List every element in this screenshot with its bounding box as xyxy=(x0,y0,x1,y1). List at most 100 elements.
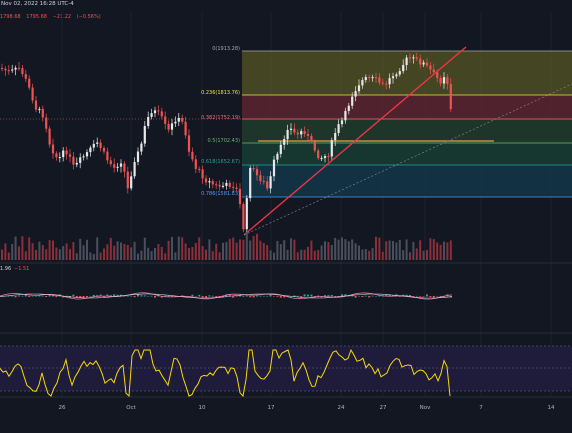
macd-bar xyxy=(354,296,357,298)
volume-bar xyxy=(392,240,394,260)
volume-bar xyxy=(130,247,133,260)
volume-bar xyxy=(18,246,20,260)
trend-line-dashed[interactable] xyxy=(243,83,572,236)
candle-body xyxy=(38,108,41,110)
candle-body xyxy=(181,117,184,122)
candle-body xyxy=(55,153,58,158)
candle-body xyxy=(58,157,61,159)
volume-bar xyxy=(259,240,262,260)
candle-body xyxy=(259,175,262,182)
macd-bar xyxy=(327,295,330,297)
candle-body xyxy=(123,163,126,172)
candle-body xyxy=(75,162,78,165)
candle-body xyxy=(164,116,167,124)
fib-retracement[interactable] xyxy=(242,50,572,198)
macd-bar xyxy=(239,295,241,297)
macd-bar xyxy=(215,296,218,298)
macd-bar xyxy=(276,296,279,297)
volume-bar xyxy=(14,236,17,260)
volume-bar xyxy=(426,249,428,260)
candle-body xyxy=(201,169,204,179)
candle-body xyxy=(279,144,282,154)
macd-bar xyxy=(228,294,231,297)
volume-bar xyxy=(69,249,71,260)
macd-bar xyxy=(344,294,347,297)
volume-bar xyxy=(28,237,31,260)
volume-bar xyxy=(330,244,333,260)
macd-bar xyxy=(154,296,156,298)
candle-body xyxy=(82,156,85,158)
macd-bar xyxy=(65,295,68,297)
macd-histogram xyxy=(0,292,453,300)
macd-bar xyxy=(55,296,58,298)
candle-body xyxy=(0,68,4,69)
macd-bar xyxy=(232,296,235,298)
candle-body xyxy=(334,132,337,141)
volume-bar xyxy=(208,239,211,260)
trend-line[interactable] xyxy=(243,46,467,236)
candle-body xyxy=(276,153,279,160)
candle-body xyxy=(272,159,276,177)
macd-bar xyxy=(106,294,109,297)
volume-bar xyxy=(79,238,82,260)
volume-bar xyxy=(65,243,68,260)
candle-body xyxy=(126,171,129,189)
candle-body xyxy=(429,65,432,70)
candle-body xyxy=(300,131,303,135)
macd-bar xyxy=(28,296,31,297)
macd-bar xyxy=(378,295,381,297)
volume-bar xyxy=(7,252,10,260)
volume-bar xyxy=(89,252,92,260)
macd-bar xyxy=(242,296,245,297)
macd-signal-line xyxy=(0,292,453,300)
volume-bar xyxy=(11,243,14,260)
volume-bar xyxy=(334,237,337,260)
volume-bar xyxy=(279,244,282,260)
macd-bar xyxy=(143,295,146,297)
macd-bar xyxy=(293,295,296,297)
macd-bar xyxy=(82,296,85,298)
macd-bar xyxy=(164,295,167,297)
volume-bar xyxy=(205,249,207,260)
macd-bar xyxy=(269,295,272,297)
candle-body xyxy=(368,77,371,79)
top-bar: Nov 02, 2022 16:28 UTC-4 xyxy=(0,0,572,12)
candle-body xyxy=(109,160,112,165)
last-value: 1795.68 xyxy=(26,14,47,20)
candle-body xyxy=(425,62,429,66)
macd-bar xyxy=(337,296,340,297)
candle-body xyxy=(194,159,197,169)
candle-body xyxy=(395,74,398,77)
candle-body xyxy=(269,176,272,189)
volume-bar xyxy=(177,236,180,260)
candle-body xyxy=(405,57,408,65)
volume-bar xyxy=(150,251,153,260)
candle-body xyxy=(45,117,48,129)
volume-bar xyxy=(143,237,146,260)
macd-bar xyxy=(31,295,34,297)
volume-bar xyxy=(395,242,398,260)
macd-bar xyxy=(279,296,282,298)
volume-bar xyxy=(266,245,269,260)
macd-bar xyxy=(422,296,425,297)
volume-bar xyxy=(160,246,163,260)
candle-body xyxy=(303,131,306,134)
fib-label-05: 0.5(1702.43) xyxy=(207,138,240,144)
volume-bar xyxy=(55,247,58,260)
macd-bar xyxy=(14,296,17,298)
macd-bar xyxy=(256,295,258,297)
volume-bar xyxy=(215,243,218,260)
candle-body xyxy=(48,128,51,145)
macd-bar xyxy=(334,296,337,298)
volume-bar xyxy=(191,246,194,260)
volume-bar xyxy=(1,249,3,260)
macd-bar xyxy=(259,295,262,297)
volume-bar xyxy=(232,237,235,260)
macd-bar xyxy=(266,295,269,297)
volume-bar xyxy=(262,242,265,260)
candle-body xyxy=(72,156,75,165)
macd-bar xyxy=(385,294,388,297)
close-value: 1798.68 xyxy=(0,14,21,20)
macd-bar xyxy=(79,296,82,298)
